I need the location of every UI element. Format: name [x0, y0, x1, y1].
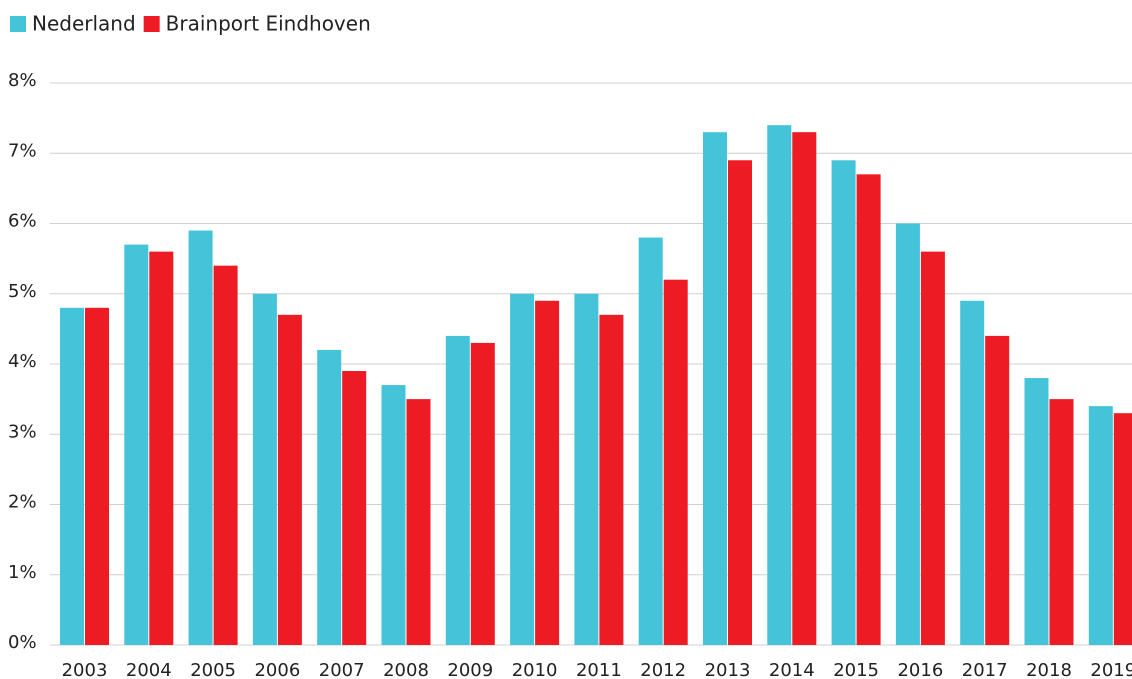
x-tick-label: 2013	[705, 660, 751, 679]
bar	[213, 265, 238, 645]
bar	[703, 132, 727, 646]
bar	[188, 230, 213, 645]
bar	[510, 293, 535, 645]
bar	[1113, 413, 1132, 645]
x-tick-label: 2017	[962, 660, 1008, 679]
bar	[317, 349, 342, 645]
bar	[60, 307, 84, 645]
x-tick-label: 2004	[126, 660, 172, 679]
x-tick-label: 2003	[62, 660, 108, 679]
x-tick-label: 2012	[640, 660, 686, 679]
bar	[960, 300, 985, 645]
bar	[445, 335, 470, 645]
x-tick-label: 2009	[447, 660, 493, 679]
x-tick-label: 2011	[576, 660, 622, 679]
y-tick-label: 2%	[8, 492, 37, 513]
bar	[574, 293, 599, 645]
legend-label: Brainport Eindhoven	[166, 12, 371, 36]
x-tick-label: 2007	[319, 660, 365, 679]
y-tick-label: 4%	[8, 351, 37, 372]
bar	[277, 314, 302, 645]
y-tick-label: 8%	[8, 70, 37, 91]
bar	[470, 342, 495, 645]
bar	[149, 251, 174, 645]
legend-label: Nederland	[32, 12, 136, 36]
y-tick-label: 1%	[8, 562, 37, 583]
legend-swatch	[10, 16, 26, 32]
x-tick-label: 2014	[769, 660, 815, 679]
y-tick-label: 7%	[8, 140, 37, 161]
x-tick-label: 2018	[1026, 660, 1072, 679]
bar	[381, 385, 406, 645]
bar	[985, 335, 1010, 645]
bar	[663, 279, 688, 645]
y-tick-label: 3%	[8, 421, 37, 442]
bar	[124, 244, 149, 645]
y-tick-label: 6%	[8, 211, 37, 232]
bar	[599, 314, 624, 645]
bar	[920, 251, 945, 645]
bar	[728, 160, 752, 645]
bar	[831, 160, 856, 645]
bar	[1049, 399, 1074, 645]
y-tick-label: 5%	[8, 281, 37, 302]
bar	[535, 300, 560, 645]
x-tick-label: 2015	[833, 660, 879, 679]
legend-swatch	[143, 16, 160, 32]
x-tick-label: 2005	[190, 660, 236, 679]
bar	[792, 132, 817, 646]
y-tick-label: 0%	[8, 632, 37, 653]
bar	[85, 307, 109, 645]
bar	[1088, 406, 1113, 645]
bar	[895, 223, 920, 645]
bar	[1024, 378, 1049, 645]
x-tick-label: 2010	[512, 660, 558, 679]
x-tick-label: 2016	[897, 660, 943, 679]
bar	[638, 237, 663, 646]
bar	[767, 125, 792, 645]
x-tick-label: 2006	[254, 660, 300, 679]
x-tick-label: 2019	[1090, 660, 1132, 679]
bar	[856, 174, 881, 645]
bar	[406, 399, 431, 645]
bar	[342, 371, 367, 645]
bar	[252, 293, 277, 645]
x-tick-label: 2008	[383, 660, 429, 679]
